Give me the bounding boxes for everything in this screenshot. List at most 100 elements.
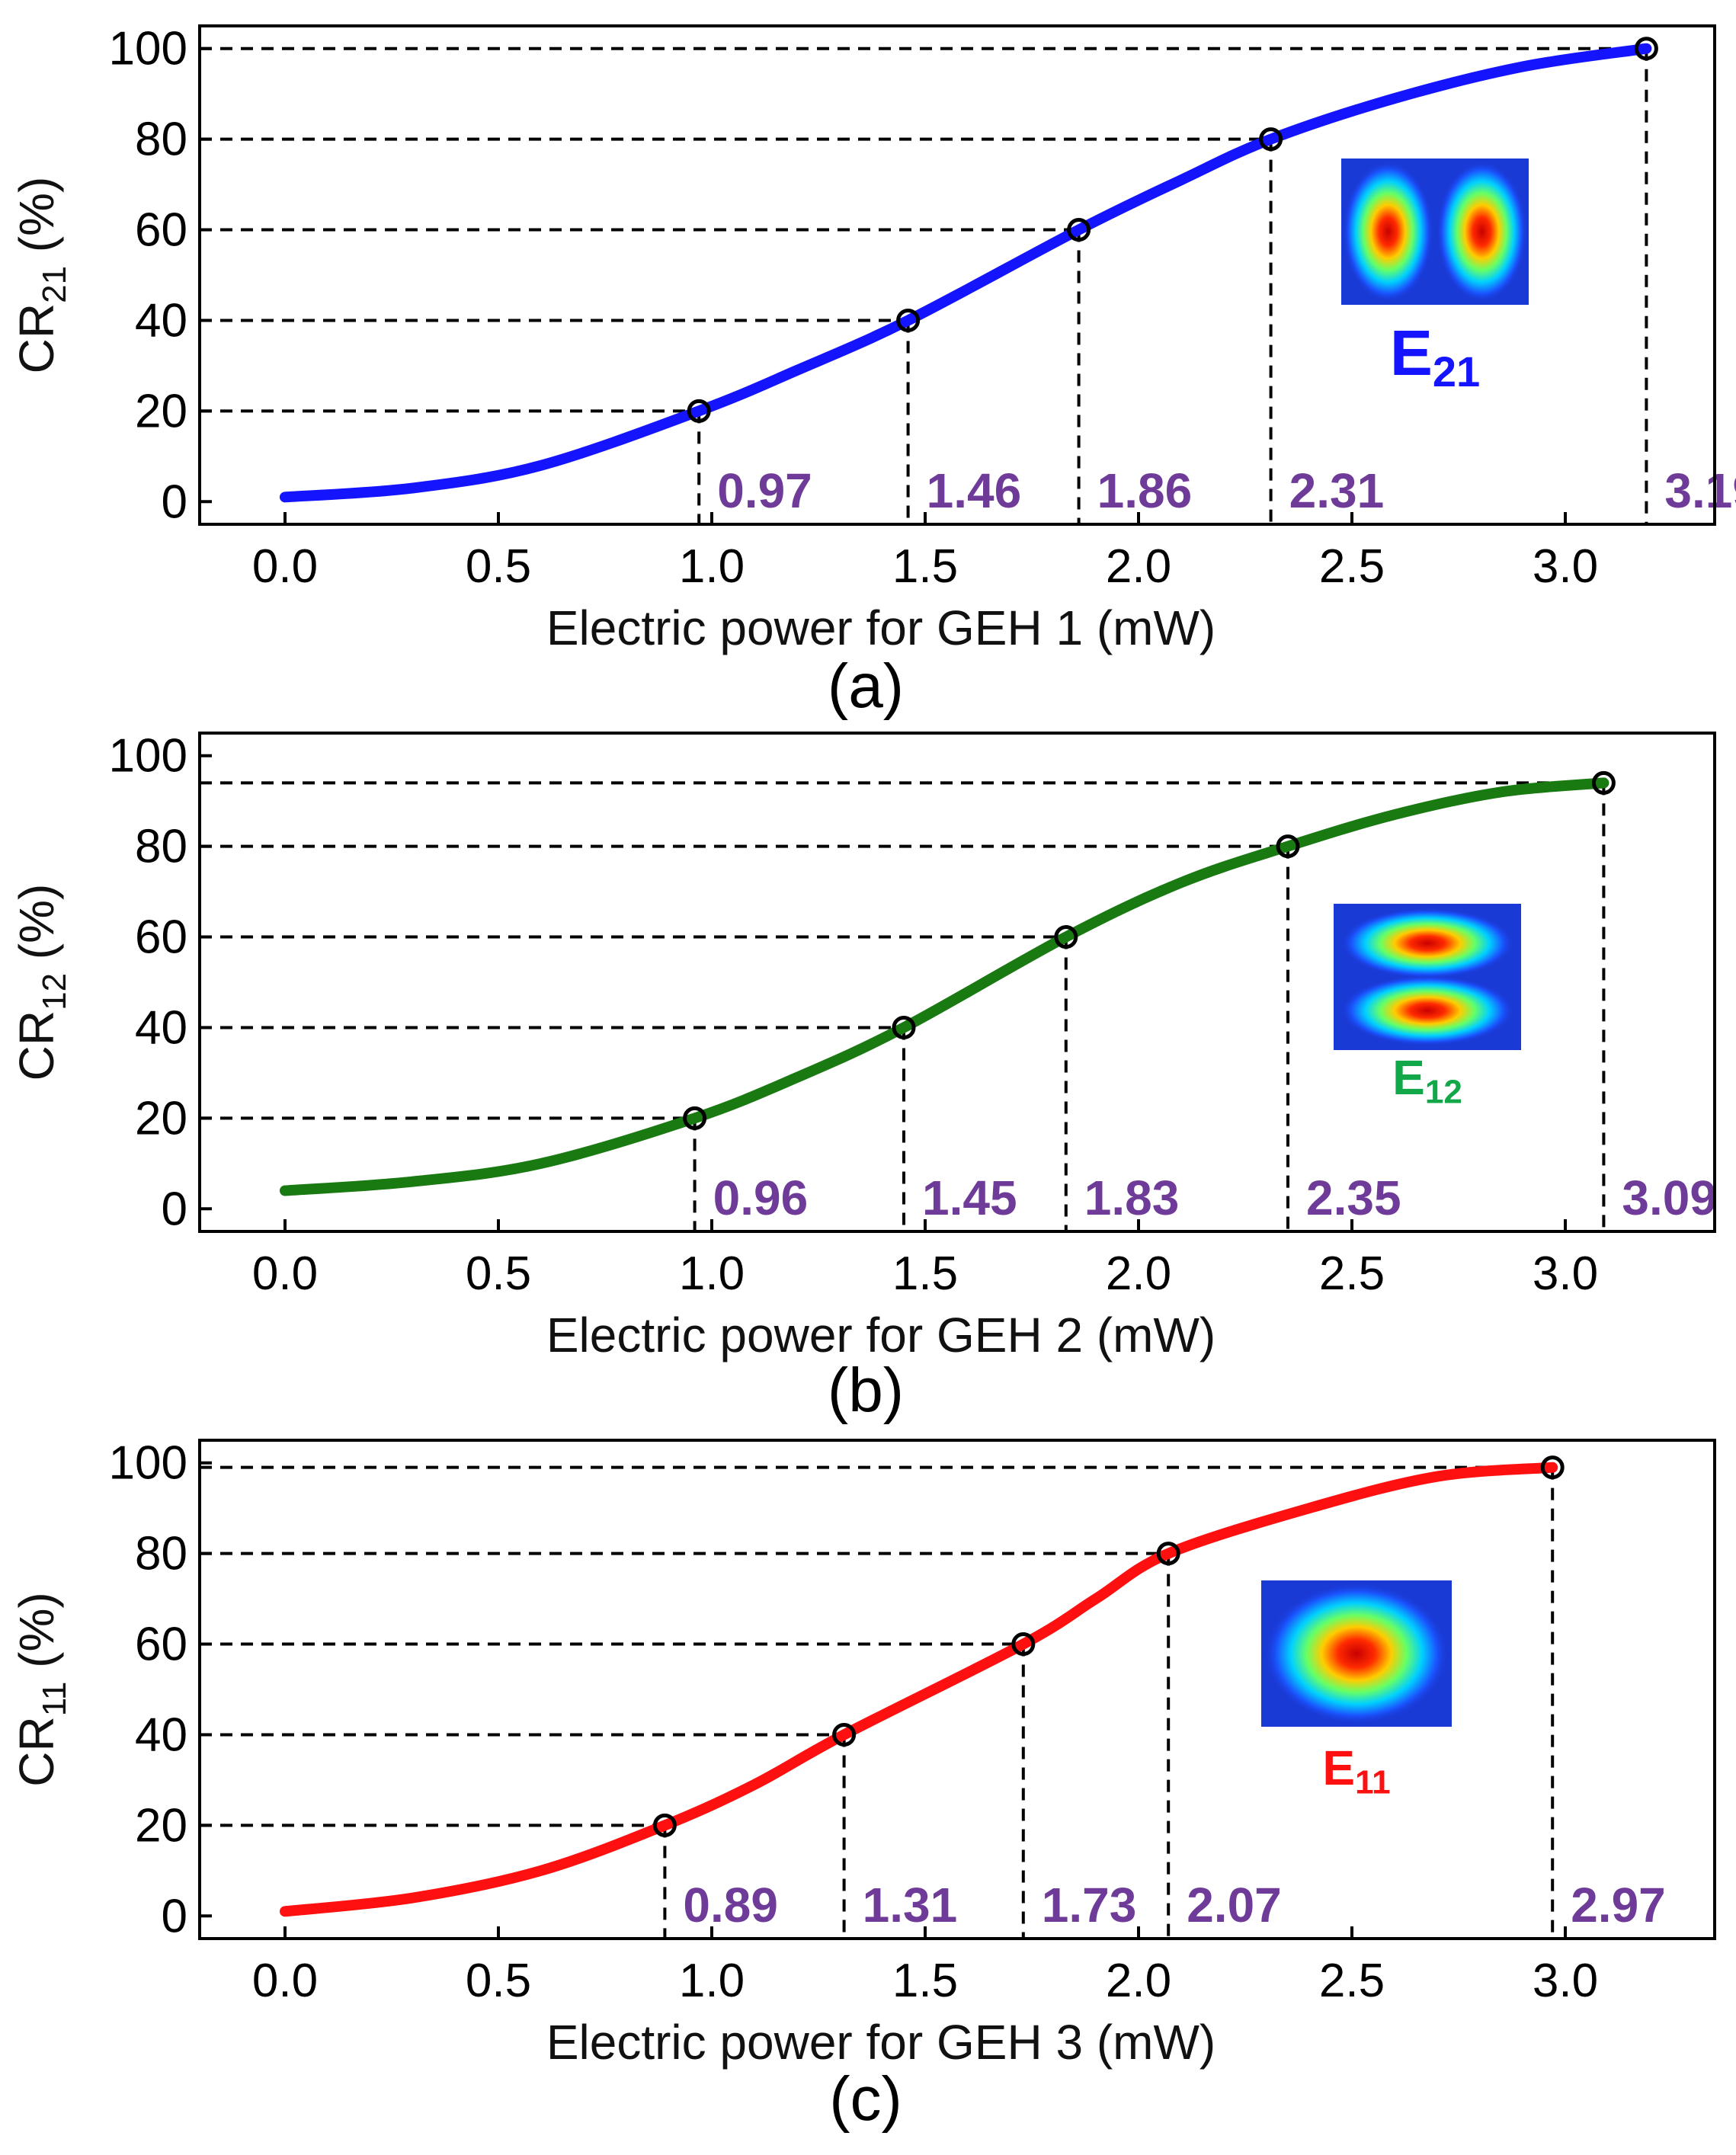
chart-panel-2: 0.96 1.45 1.83 2.35 3.09 0.0 0.5 1.0 1.5 2.0 2.5 3.… <box>9 730 1717 1425</box>
chart-panel-1: 0.97 1.46 1.86 2.31 3.19 0.0 0.5 1.0 1.5 2.0 2.5 3.… <box>9 23 1736 721</box>
y-tick-label: 20 <box>135 1092 187 1145</box>
data-point <box>687 399 711 423</box>
y-tick-label: 60 <box>135 1619 187 1671</box>
data-point <box>892 1015 916 1039</box>
y-axis-label-unit: (%) <box>9 1592 64 1681</box>
y-tick-label: 100 <box>109 1437 187 1490</box>
y-tick-label: 60 <box>135 204 187 257</box>
y-axis-label: CR12 (%) <box>9 884 73 1081</box>
panel-label: (a) <box>828 652 904 721</box>
mode-label-subscript: 12 <box>1425 1074 1462 1111</box>
y-tick-label: 80 <box>135 1528 187 1580</box>
y-tick-label: 20 <box>135 385 187 437</box>
y-tick-label: 80 <box>135 821 187 873</box>
x-tick-label: 3.0 <box>1533 1955 1598 2007</box>
y-tick-label: 40 <box>135 1001 187 1054</box>
y-tick-label: 60 <box>135 911 187 964</box>
data-label: 2.31 <box>1289 463 1385 518</box>
y-axis-label-subscript: 11 <box>36 1682 73 1717</box>
data-point <box>1276 834 1300 859</box>
data-point <box>1156 1542 1180 1566</box>
data-point <box>896 308 921 332</box>
x-tick-label: 0.5 <box>466 540 531 593</box>
x-tick-label: 3.0 <box>1533 540 1598 593</box>
y-tick-label: 20 <box>135 1799 187 1852</box>
mode-profile-image <box>1261 1580 1452 1727</box>
y-axis-label-base: CR <box>9 1010 64 1081</box>
y-axis-label: CR21 (%) <box>9 177 73 374</box>
mode-label: E21 <box>1390 317 1480 395</box>
data-label: 3.09 <box>1622 1170 1717 1225</box>
panel-label: (b) <box>828 1356 904 1425</box>
mode-lobe <box>1265 1583 1448 1724</box>
x-tick-label: 0.5 <box>466 1955 531 2007</box>
mode-lobe <box>1340 975 1514 1046</box>
mode-label: E11 <box>1322 1740 1390 1801</box>
mode-label-subscript: 11 <box>1355 1764 1391 1801</box>
x-tick-label: 2.5 <box>1319 540 1385 593</box>
y-tick-label: 100 <box>109 23 187 75</box>
x-tick-label: 2.0 <box>1106 1247 1171 1300</box>
x-tick-label: 1.5 <box>892 540 958 593</box>
chart-panel-3: 0.89 1.31 1.73 2.07 2.97 0.0 0.5 1.0 1.5 2.0 2.5 3.… <box>9 1437 1716 2134</box>
y-axis-label-base: CR <box>9 303 64 373</box>
data-point <box>1054 925 1078 949</box>
data-point <box>683 1106 707 1130</box>
plot-frame <box>198 24 1716 526</box>
data-point <box>1540 1455 1565 1480</box>
y-axis-label: CR11 (%) <box>9 1592 73 1786</box>
data-label: 1.83 <box>1084 1170 1180 1225</box>
y-tick-label: 100 <box>109 730 187 783</box>
y-tick-label: 40 <box>135 294 187 347</box>
x-axis-label: Electric power for GEH 1 (mW) <box>546 600 1216 655</box>
data-label: 2.35 <box>1306 1170 1401 1225</box>
y-tick-label: 0 <box>162 476 187 528</box>
data-label: 2.97 <box>1571 1878 1666 1932</box>
mode-lobe <box>1437 161 1527 303</box>
x-tick-label: 1.0 <box>679 540 745 593</box>
series-line <box>280 777 1609 1196</box>
mode-label-base: E <box>1390 317 1433 389</box>
data-point <box>1259 127 1283 152</box>
x-tick-label: 0.0 <box>252 1247 318 1300</box>
mode-label-base: E <box>1322 1740 1355 1795</box>
mode-lobe <box>1343 161 1433 303</box>
data-point <box>1067 218 1091 242</box>
data-label: 0.96 <box>713 1170 809 1225</box>
mode-label: E12 <box>1392 1050 1462 1111</box>
data-label: 0.97 <box>717 463 812 518</box>
y-axis-label-subscript: 21 <box>36 266 73 303</box>
panel-label: (c) <box>829 2064 902 2134</box>
data-point <box>1634 37 1658 61</box>
x-tick-label: 2.0 <box>1106 1955 1171 2007</box>
data-label: 1.46 <box>927 463 1022 518</box>
x-tick-label: 3.0 <box>1533 1247 1598 1300</box>
x-axis-label: Electric power for GEH 2 (mW) <box>546 1308 1216 1362</box>
mode-label-base: E <box>1392 1050 1425 1105</box>
mode-profile-image <box>1334 904 1521 1050</box>
x-tick-label: 1.5 <box>892 1247 958 1300</box>
data-label: 1.31 <box>863 1878 958 1932</box>
y-tick-label: 80 <box>135 114 187 166</box>
data-label: 1.73 <box>1042 1878 1137 1932</box>
x-tick-label: 1.0 <box>679 1247 745 1300</box>
data-point <box>1011 1632 1036 1657</box>
plot-frame <box>198 732 1716 1233</box>
y-axis-label-base: CR <box>9 1716 64 1786</box>
series-line <box>280 1462 1558 1917</box>
y-axis-label-unit: (%) <box>9 884 64 973</box>
x-tick-label: 2.5 <box>1319 1247 1385 1300</box>
mode-lobe <box>1340 908 1514 978</box>
data-point <box>1591 770 1616 795</box>
data-label: 0.89 <box>683 1878 778 1932</box>
y-axis-label-subscript: 12 <box>36 973 73 1010</box>
data-point <box>652 1813 677 1837</box>
data-label: 3.19 <box>1664 463 1736 518</box>
y-tick-label: 0 <box>162 1183 187 1235</box>
x-tick-label: 2.5 <box>1319 1955 1385 2007</box>
x-axis-label: Electric power for GEH 3 (mW) <box>546 2015 1216 2070</box>
y-tick-label: 40 <box>135 1708 187 1761</box>
data-label: 1.45 <box>922 1170 1017 1225</box>
x-tick-label: 0.5 <box>466 1247 531 1300</box>
x-tick-label: 0.0 <box>252 1955 318 2007</box>
